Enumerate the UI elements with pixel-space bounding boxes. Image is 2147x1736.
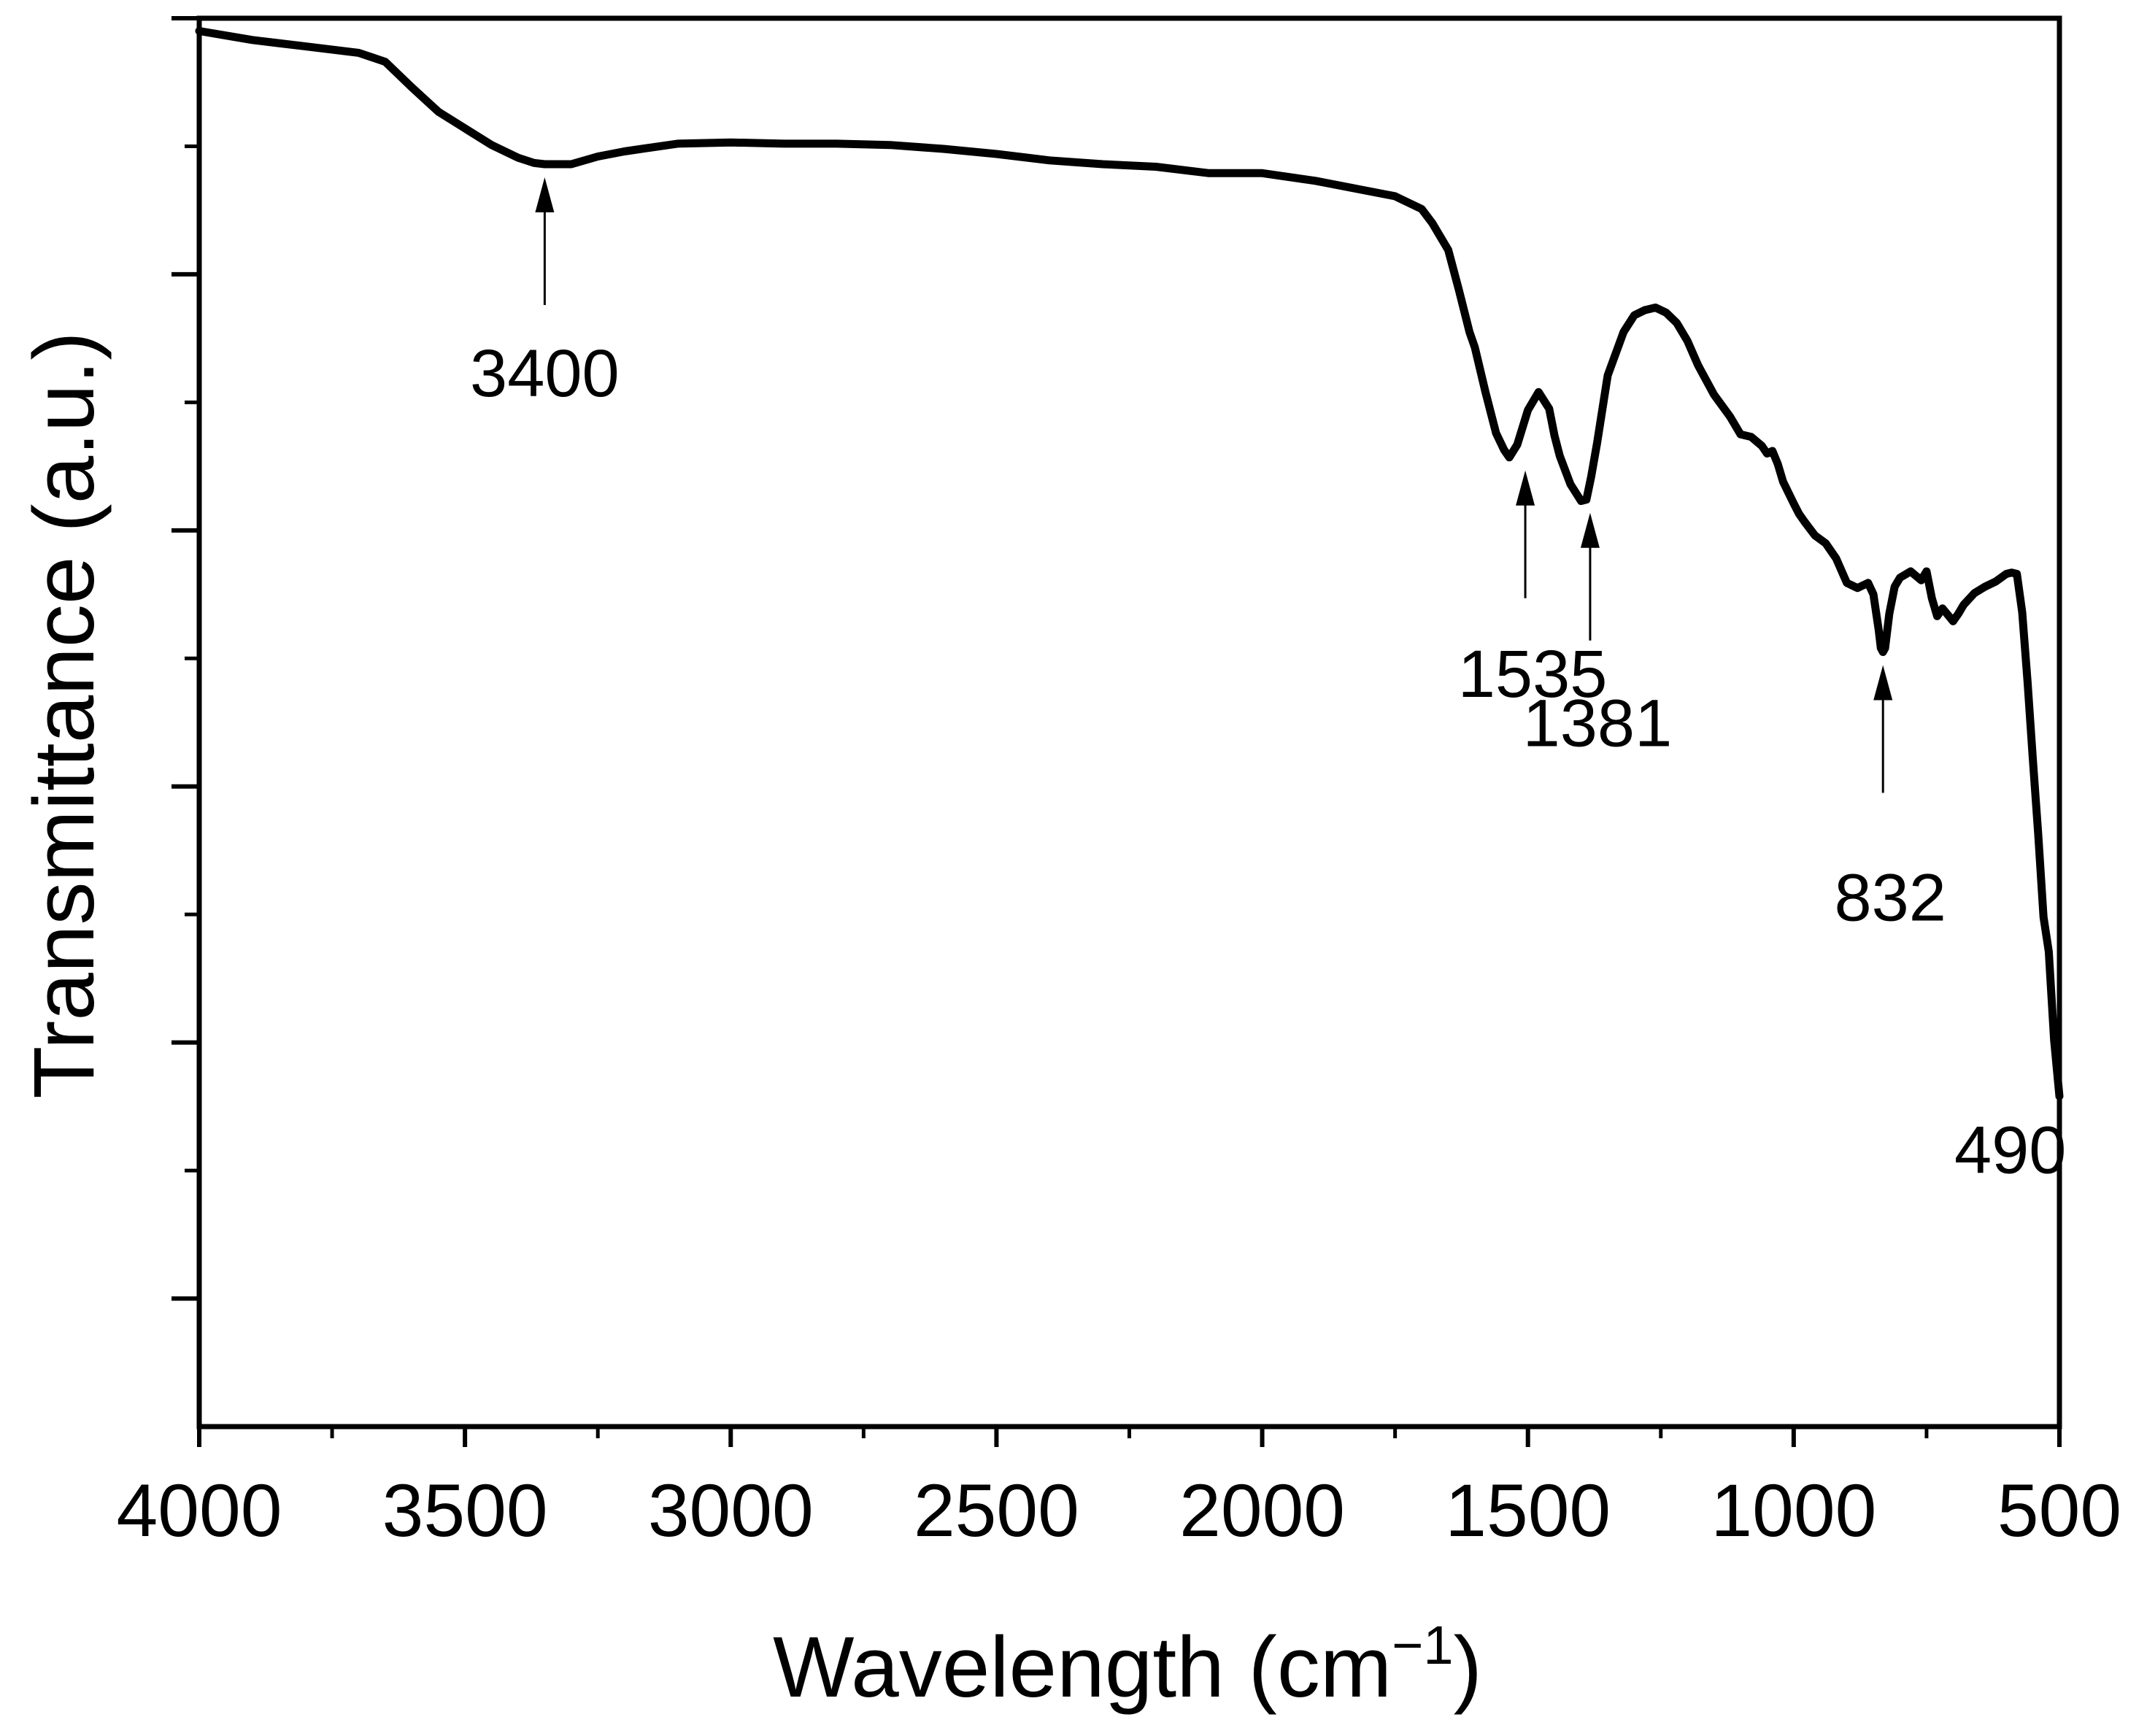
ticks-group: 4000 3500 3000 2500 2000 1500 1000 500 [117, 16, 2121, 1552]
annotation-arrowhead [1516, 470, 1535, 506]
annotation-arrowhead [1873, 665, 1893, 701]
x-tick-label: 2500 [914, 1469, 1079, 1552]
x-axis-title-close: ) [1454, 1619, 1482, 1716]
plot-frame-group [196, 15, 2062, 1430]
plot-frame [196, 15, 2062, 1430]
x-tick-label: 1500 [1445, 1469, 1611, 1552]
x-tick-label: 3000 [648, 1469, 814, 1552]
x-tick-label: 4000 [117, 1469, 282, 1552]
x-tick-label: 1000 [1711, 1469, 1876, 1552]
series-line-ftir [195, 27, 2064, 1100]
x-tick-label: 3500 [382, 1469, 548, 1552]
annotation-label-1535: 1535 [1458, 637, 1608, 711]
x-tick-label: 2000 [1179, 1469, 1345, 1552]
x-tick-label: 500 [1997, 1469, 2121, 1552]
annotation-arrowhead [535, 177, 555, 213]
axis-labels-group: Wavelength (cm−1) Transmittance (a.u.) [16, 331, 1482, 1716]
x-axis-title-main: Wavelength (cm [773, 1619, 1392, 1716]
y-axis-title: Transmittance (a.u.) [16, 331, 112, 1098]
annotation-label-1381: 1381 [1523, 687, 1673, 761]
annotation-arrowhead [1580, 512, 1600, 548]
annotation-label-832: 832 [1834, 861, 1946, 935]
annotation-label-490: 490 [1954, 1113, 2067, 1187]
x-axis-title: Wavelength (cm−1) [773, 1615, 1482, 1716]
series-group [195, 27, 2064, 1100]
x-axis-title-superscript: −1 [1392, 1615, 1453, 1675]
annotation-label-3400: 3400 [470, 336, 620, 411]
